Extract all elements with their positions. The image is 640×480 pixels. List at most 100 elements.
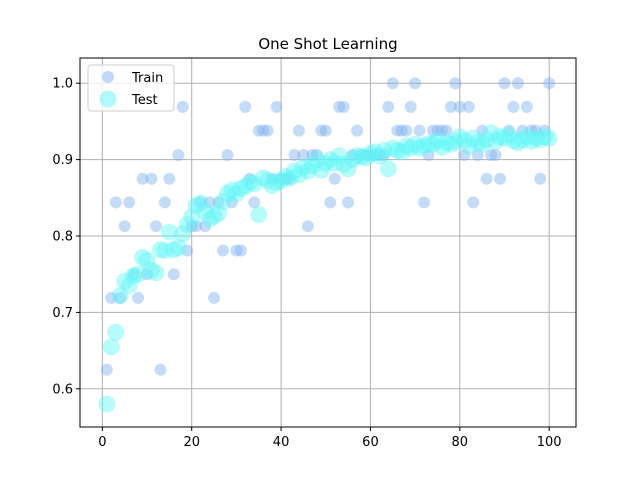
test-point	[111, 287, 129, 305]
test-point	[500, 126, 518, 144]
x-tick-label: 100	[537, 435, 562, 450]
test-point	[361, 144, 379, 162]
train-point	[243, 172, 256, 185]
test-point	[406, 135, 424, 153]
test-point	[464, 129, 482, 147]
train-point	[190, 220, 203, 233]
test-point	[411, 139, 429, 157]
x-tick-label: 20	[183, 435, 200, 450]
train-point	[427, 124, 440, 137]
test-point	[504, 132, 522, 150]
train-point	[141, 268, 154, 281]
test-point	[496, 129, 514, 147]
train-point	[230, 244, 243, 257]
test-point	[227, 185, 245, 203]
test-point	[370, 147, 388, 165]
test-point	[455, 132, 473, 150]
train-point	[239, 100, 252, 113]
train-point	[123, 196, 136, 209]
train-point	[498, 77, 511, 90]
train-point	[284, 172, 297, 185]
train-point	[534, 172, 547, 185]
y-tick-label: 0.7	[52, 306, 73, 321]
train-point	[149, 220, 162, 233]
train-point	[181, 244, 194, 257]
test-point	[348, 147, 366, 165]
train-point	[480, 172, 493, 185]
train-point	[364, 149, 377, 162]
train-point	[400, 124, 413, 137]
y-tick-label: 0.6	[52, 382, 73, 397]
test-point	[357, 149, 375, 167]
train-point	[346, 149, 359, 162]
test-point	[187, 196, 205, 214]
test-point	[277, 167, 295, 185]
train-point	[324, 196, 337, 209]
train-point	[176, 100, 189, 113]
test-point	[433, 138, 451, 156]
train-point	[418, 196, 431, 209]
test-point	[509, 134, 527, 152]
train-point	[502, 124, 515, 137]
train-point	[525, 124, 538, 137]
train-point	[404, 100, 417, 113]
train-point	[333, 100, 346, 113]
test-point	[308, 151, 326, 169]
test-point	[160, 223, 178, 241]
test-point	[107, 323, 125, 341]
train-point	[538, 124, 551, 137]
test-point	[491, 128, 509, 146]
test-point	[223, 181, 241, 199]
train-point	[275, 172, 288, 185]
test-point	[344, 151, 362, 169]
test-point	[415, 137, 433, 155]
train-point	[435, 124, 448, 137]
test-point	[156, 242, 174, 260]
train-point	[212, 196, 225, 209]
test-point	[366, 143, 384, 161]
test-point	[303, 157, 321, 175]
test-point	[232, 180, 250, 198]
train-point	[511, 77, 524, 90]
train-point	[431, 124, 444, 137]
train-point	[391, 124, 404, 137]
test-point	[513, 131, 531, 149]
test-point	[134, 248, 152, 266]
train-point	[105, 291, 118, 304]
train-point	[413, 124, 426, 137]
train-point	[261, 124, 274, 137]
train-point	[154, 363, 167, 376]
train-point	[319, 124, 332, 137]
test-point	[339, 160, 357, 178]
train-point	[172, 149, 185, 162]
test-point	[210, 204, 228, 222]
train-point	[520, 100, 533, 113]
chart-title: One Shot Learning	[258, 35, 397, 53]
train-point	[114, 291, 127, 304]
train-point	[145, 172, 158, 185]
test-point	[321, 151, 339, 169]
y-tick-label: 0.9	[52, 153, 73, 168]
train-point	[395, 124, 408, 137]
legend-label-train: Train	[131, 71, 163, 86]
test-point	[142, 261, 160, 279]
series-test	[98, 124, 558, 413]
test-point	[165, 241, 183, 259]
train-point	[252, 124, 265, 137]
train-point	[185, 220, 198, 233]
train-point	[529, 124, 542, 137]
train-point	[377, 149, 390, 162]
test-point	[424, 135, 442, 153]
train-point	[422, 149, 435, 162]
test-point	[116, 272, 134, 290]
grid	[80, 58, 576, 427]
test-point	[102, 338, 120, 356]
legend-marker-test	[99, 90, 117, 108]
y-tick-label: 0.8	[52, 230, 73, 245]
test-point	[326, 154, 344, 172]
train-point	[109, 196, 122, 209]
test-point	[250, 206, 268, 224]
train-point	[462, 100, 475, 113]
test-point	[420, 135, 438, 153]
